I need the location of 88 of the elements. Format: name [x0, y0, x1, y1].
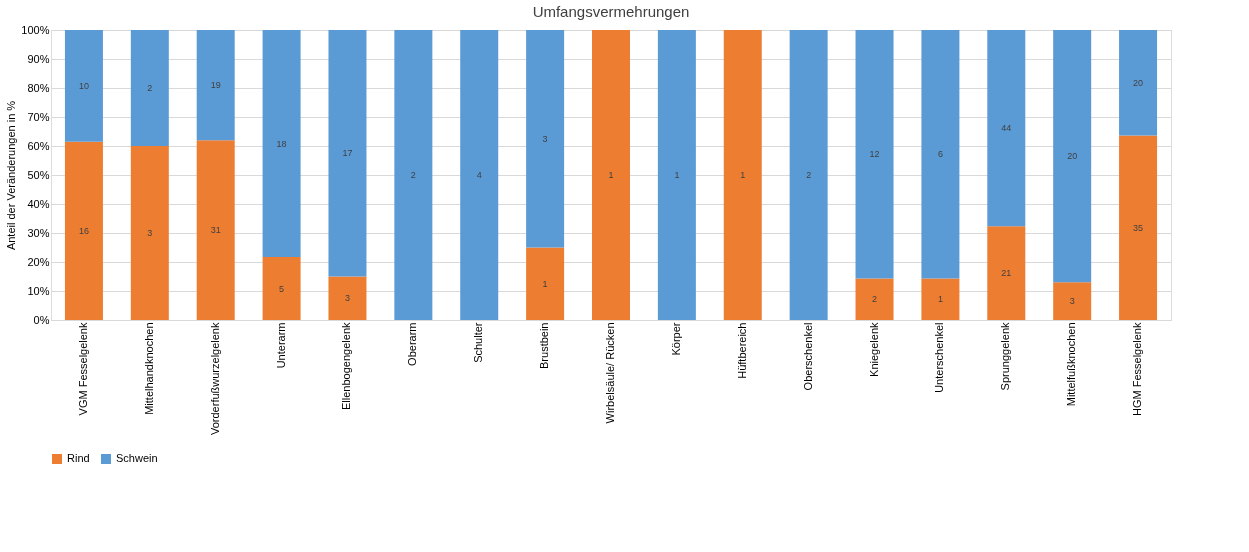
- y-tick-label: 60%: [27, 139, 50, 152]
- annotation: 2: [147, 83, 153, 93]
- x-tick-label: VGM Fesselgelenk: [76, 322, 89, 416]
- annotation: 17: [342, 148, 353, 159]
- x-tick-label: Mittelhandknochen: [142, 322, 155, 415]
- chart-title: Umfangsvermehrungen: [532, 3, 690, 20]
- y-tick-label: 0%: [33, 313, 50, 326]
- annotation: 5: [279, 283, 285, 294]
- annotation: 2: [806, 170, 812, 180]
- annotation: 3: [1069, 296, 1075, 307]
- bar: [1119, 135, 1158, 320]
- y-tick-label: 10%: [27, 284, 50, 297]
- annotation: 3: [147, 228, 153, 238]
- legend-label: Rind: [67, 452, 90, 464]
- x-tick-label: Mittelfußknochen: [1065, 322, 1078, 407]
- bar: [789, 30, 828, 320]
- x-tick-label: Hüftbereich: [735, 322, 748, 379]
- y-tick-label: 70%: [27, 110, 50, 123]
- bar: [657, 30, 696, 320]
- bar: [394, 30, 433, 320]
- x-tick-label: Oberarm: [406, 322, 419, 366]
- bar: [855, 278, 894, 320]
- bar: [1053, 282, 1092, 320]
- annotation: 6: [937, 149, 943, 160]
- annotation: 44: [1001, 123, 1012, 134]
- y-tick-label: 90%: [27, 52, 50, 65]
- x-tick-label: Vorderfußwurzelgelenk: [208, 322, 221, 436]
- bar: [921, 278, 960, 320]
- x-tick-label: Oberschenkel: [801, 322, 814, 391]
- bar: [592, 30, 630, 320]
- y-tick-label: 50%: [27, 168, 50, 181]
- annotation: 4: [476, 170, 482, 180]
- bar: [987, 30, 1026, 227]
- bar: [328, 30, 367, 277]
- annotation: 20: [1133, 77, 1144, 88]
- annotation: 2: [872, 294, 878, 305]
- annotation: 1: [937, 294, 943, 305]
- x-tick-label: Schulter: [472, 322, 485, 363]
- bar: [526, 247, 565, 320]
- bar: [196, 30, 235, 141]
- y-tick-label: 40%: [27, 197, 50, 210]
- bar: [262, 30, 301, 258]
- x-tick-label: Ellenbogengelenk: [340, 322, 353, 410]
- x-tick-label: Unterschenkel: [933, 322, 946, 393]
- annotation: 1: [740, 170, 746, 180]
- bar: [723, 30, 762, 320]
- annotation: 3: [344, 293, 350, 304]
- bar: [130, 146, 169, 320]
- bar: [855, 30, 894, 279]
- annotation: 3: [542, 133, 548, 144]
- bar: [262, 257, 301, 320]
- x-tick-label: Brustbein: [538, 322, 551, 369]
- x-tick-label: Kniegelenk: [867, 322, 880, 377]
- x-tick-label: HGM Fesselgelenk: [1131, 322, 1144, 417]
- x-tick-label: Sprunggelenk: [999, 322, 1012, 391]
- y-tick-label: 80%: [27, 81, 50, 94]
- annotation: 20: [1067, 151, 1078, 162]
- bar: [130, 30, 169, 146]
- annotation: 1: [542, 278, 548, 289]
- x-tick-label: Wirbelsäule/ Rücken: [604, 322, 616, 424]
- bar: [526, 30, 565, 248]
- bar: [64, 30, 103, 142]
- bar: [921, 30, 960, 279]
- annotation: 21: [1001, 268, 1012, 279]
- bar: [1119, 30, 1158, 136]
- bar: [460, 30, 499, 320]
- annotation: 12: [869, 149, 880, 160]
- bar: [1053, 30, 1092, 283]
- annotation: 16: [78, 225, 89, 236]
- annotation: 31: [210, 225, 221, 236]
- annotation: 2: [410, 170, 416, 180]
- bar: [64, 141, 103, 320]
- annotation: 35: [1133, 222, 1144, 233]
- legend-label: Schwein: [116, 452, 158, 464]
- annotation: 1: [674, 170, 680, 180]
- y-tick-label: 20%: [27, 255, 50, 268]
- y-tick-label: 30%: [27, 226, 50, 239]
- bar: [987, 226, 1026, 320]
- annotation: 10: [78, 80, 89, 91]
- annotation: 18: [276, 138, 287, 149]
- bar: [328, 276, 367, 320]
- y-tick-label: 100%: [21, 23, 50, 36]
- annotation: 1: [608, 170, 614, 180]
- y-axis-title: Anteil der Veränderungen in %: [5, 100, 18, 251]
- annotation: 19: [210, 80, 221, 91]
- bar: [196, 140, 235, 320]
- x-tick-label: Unterarm: [274, 322, 287, 369]
- x-tick-label: Körper: [669, 322, 682, 356]
